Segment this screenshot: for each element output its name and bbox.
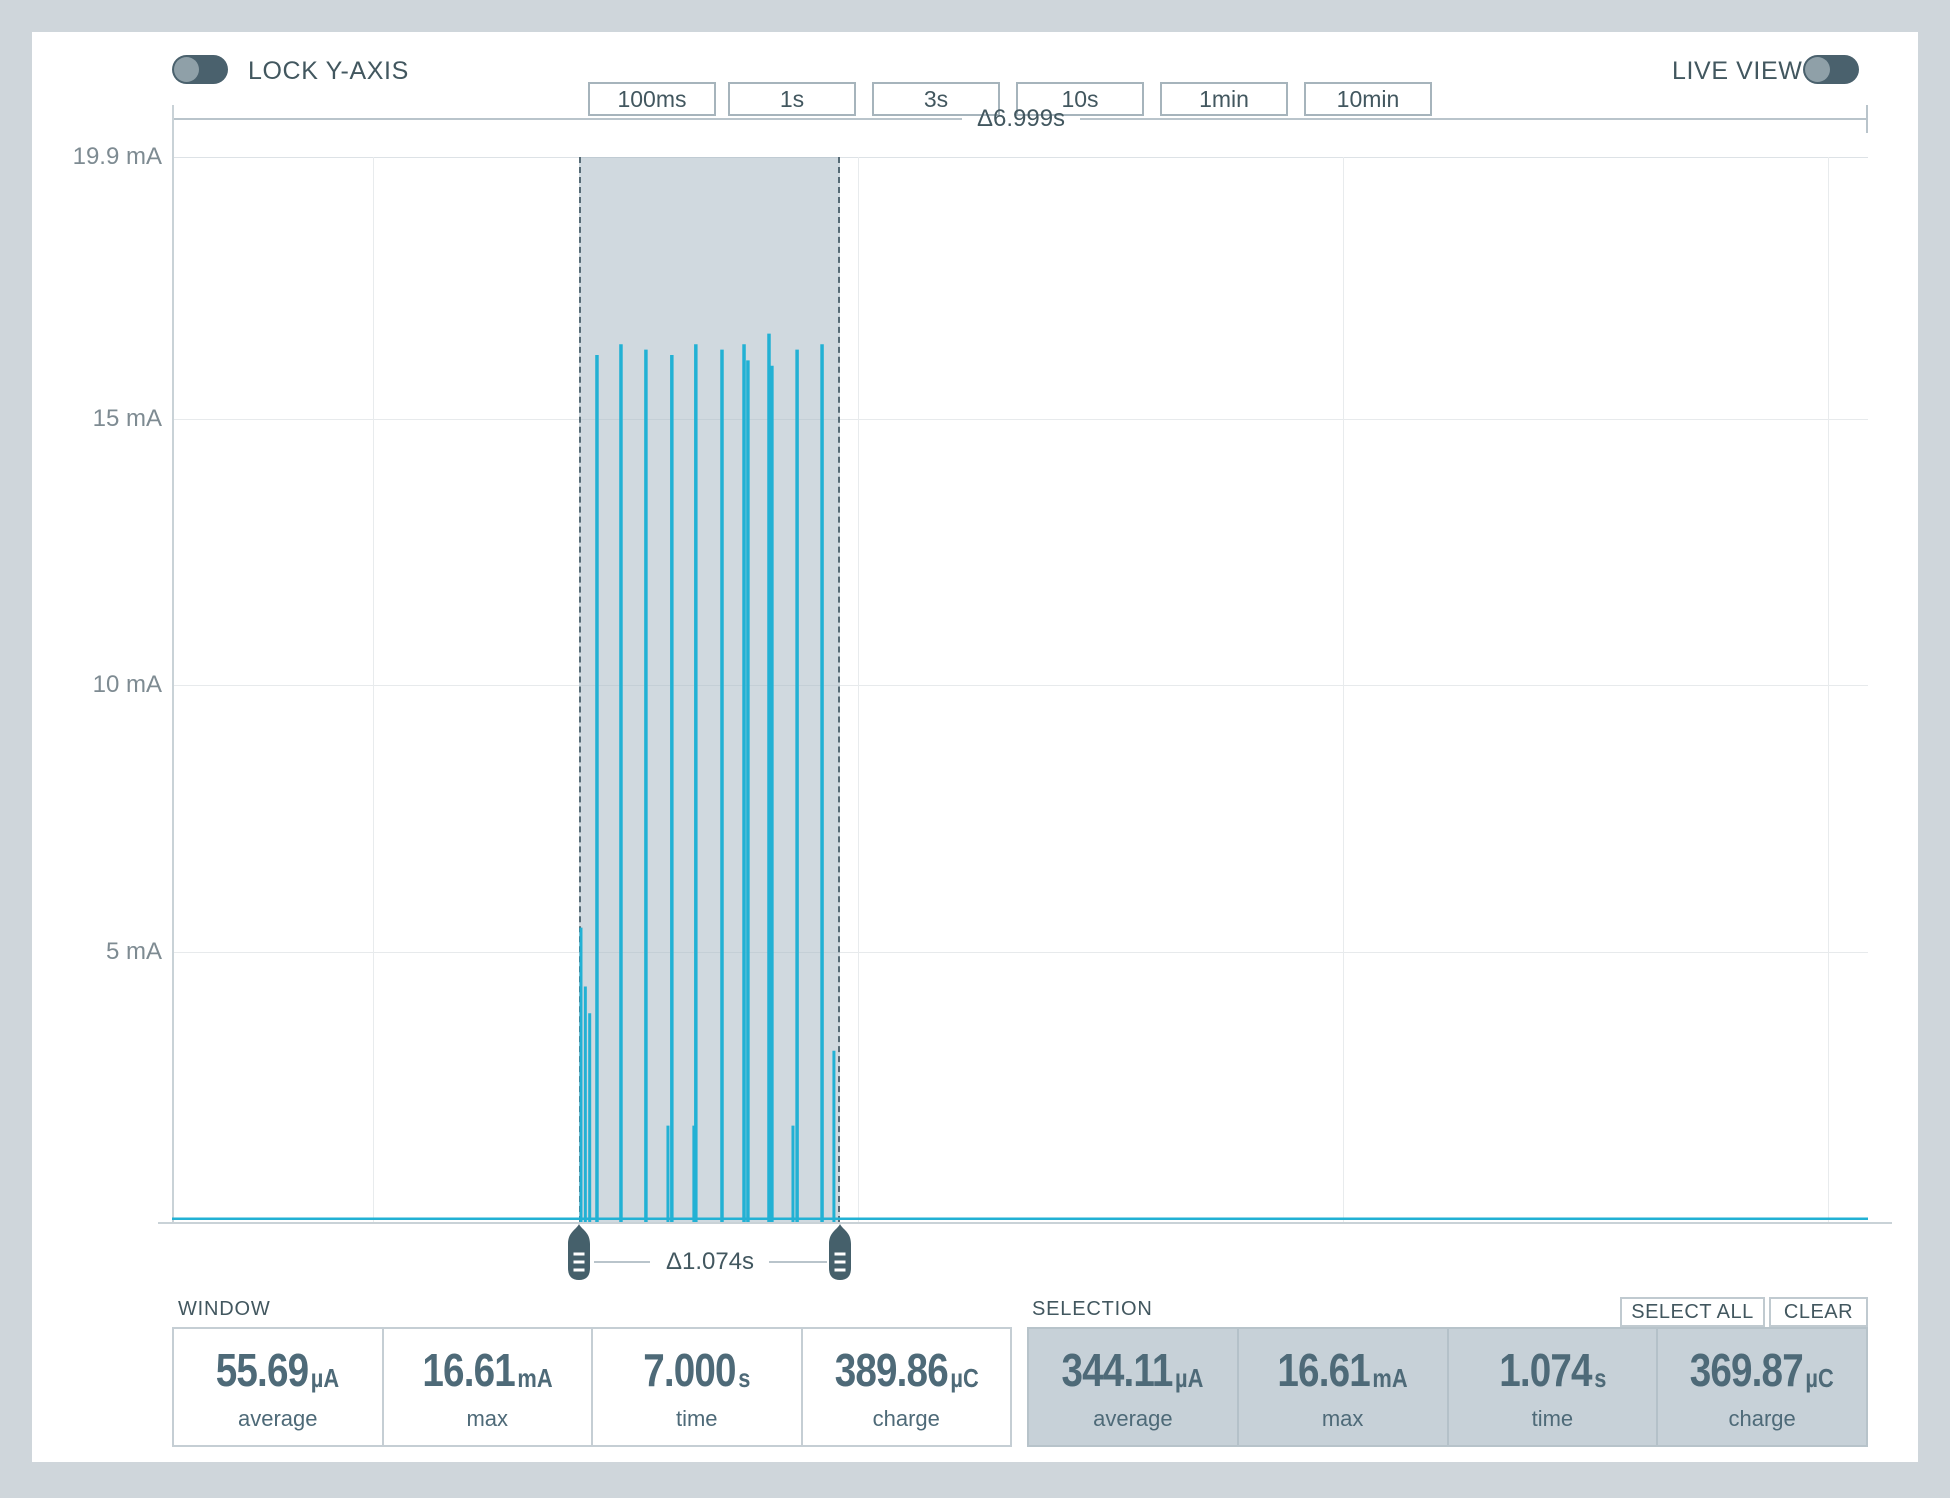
select-all-button[interactable]: SELECT ALL — [1620, 1297, 1765, 1327]
window-section-title: WINDOW — [178, 1298, 271, 1320]
selection-time-cell: 1.074 s time — [1449, 1329, 1659, 1445]
selection-max-value: 16.61 — [1277, 1343, 1371, 1396]
window-max-label: max — [466, 1405, 509, 1431]
selection-delta-line-left — [594, 1261, 650, 1263]
selection-average-cell: 344.11 µA average — [1029, 1329, 1239, 1445]
selection-max-label: max — [1321, 1405, 1364, 1431]
y-tick-10ma: 10 mA — [92, 671, 162, 698]
selection-time-value: 1.074 — [1498, 1343, 1592, 1396]
window-time-label: time — [675, 1405, 718, 1431]
window-average-unit: µA — [311, 1362, 340, 1393]
lock-y-axis-label: LOCK Y-AXIS — [248, 57, 409, 85]
gridline-vertical-4 — [1828, 157, 1829, 1222]
window-max-unit: mA — [517, 1362, 553, 1393]
selection-max-unit: mA — [1372, 1362, 1408, 1393]
window-time-unit: s — [738, 1362, 751, 1393]
window-charge-unit: µC — [949, 1362, 979, 1393]
selection-delta-label: Δ1.074s — [665, 1248, 755, 1275]
selection-charge-cell: 369.87 µC charge — [1658, 1329, 1866, 1445]
window-time-value: 7.000 — [643, 1343, 736, 1396]
window-average-cell: 55.69 µA average — [174, 1329, 384, 1445]
selection-delta-line-right — [769, 1261, 827, 1263]
window-average-value: 55.69 — [216, 1343, 309, 1396]
window-charge-label: charge — [872, 1405, 940, 1431]
selection-handle-left[interactable] — [568, 1224, 590, 1280]
window-charge-value: 389.86 — [834, 1343, 948, 1396]
window-average-label: average — [237, 1405, 318, 1431]
selection-stats: 344.11 µA average 16.61 mA max 1.074 s time… — [1027, 1327, 1868, 1447]
window-button-1s[interactable]: 1s — [728, 82, 856, 116]
selection-handle-right[interactable] — [829, 1224, 851, 1280]
lock-y-axis-toggle[interactable] — [172, 55, 228, 84]
window-button-10s[interactable]: 10s — [1016, 82, 1144, 116]
live-view-toggle[interactable] — [1803, 55, 1859, 84]
gridline-vertical-2 — [858, 157, 859, 1222]
selection-average-label: average — [1093, 1405, 1173, 1431]
selection-charge-label: charge — [1728, 1405, 1796, 1431]
window-delta-label: Δ6.999s — [976, 105, 1066, 132]
gridline-vertical-1 — [373, 157, 374, 1222]
x-axis-line — [158, 1222, 1892, 1224]
window-time-cell: 7.000 s time — [593, 1329, 803, 1445]
window-bracket-line-right — [1080, 118, 1868, 120]
window-button-10min[interactable]: 10min — [1304, 82, 1432, 116]
gridline-5ma — [172, 952, 1868, 953]
window-bracket-line-left — [172, 118, 962, 120]
window-button-100ms[interactable]: 100ms — [588, 82, 716, 116]
toggle-knob-icon — [1805, 57, 1830, 82]
selection-average-value: 344.11 — [1061, 1343, 1174, 1396]
gridline-15ma — [172, 419, 1868, 420]
window-max-cell: 16.61 mA max — [384, 1329, 593, 1445]
selection-average-unit: µA — [1175, 1362, 1204, 1393]
y-axis-line — [172, 105, 174, 1222]
window-charge-cell: 389.86 µC charge — [803, 1329, 1011, 1445]
window-button-1min[interactable]: 1min — [1160, 82, 1288, 116]
selection-section-title: SELECTION — [1032, 1298, 1153, 1320]
selection-max-cell: 16.61 mA max — [1239, 1329, 1449, 1445]
gridline-10ma — [172, 685, 1868, 686]
y-tick-19-9ma: 19.9 mA — [72, 143, 162, 170]
toggle-knob-icon — [174, 57, 199, 82]
selection-time-unit: s — [1593, 1362, 1606, 1393]
y-tick-5ma: 5 mA — [105, 938, 162, 965]
clear-button[interactable]: CLEAR — [1769, 1297, 1868, 1327]
window-max-value: 16.61 — [422, 1343, 515, 1396]
y-tick-15ma: 15 mA — [92, 405, 162, 432]
gridline-vertical-3 — [1343, 157, 1344, 1222]
window-button-3s[interactable]: 3s — [872, 82, 1000, 116]
window-stats: 55.69 µA average 16.61 mA max 7.000 s time … — [172, 1327, 1012, 1447]
selection-time-label: time — [1531, 1405, 1574, 1431]
live-view-label: LIVE VIEW — [1672, 57, 1803, 85]
selection-charge-unit: µC — [1805, 1362, 1835, 1393]
gridline-top — [172, 157, 1868, 158]
selection-charge-value: 369.87 — [1690, 1343, 1804, 1396]
